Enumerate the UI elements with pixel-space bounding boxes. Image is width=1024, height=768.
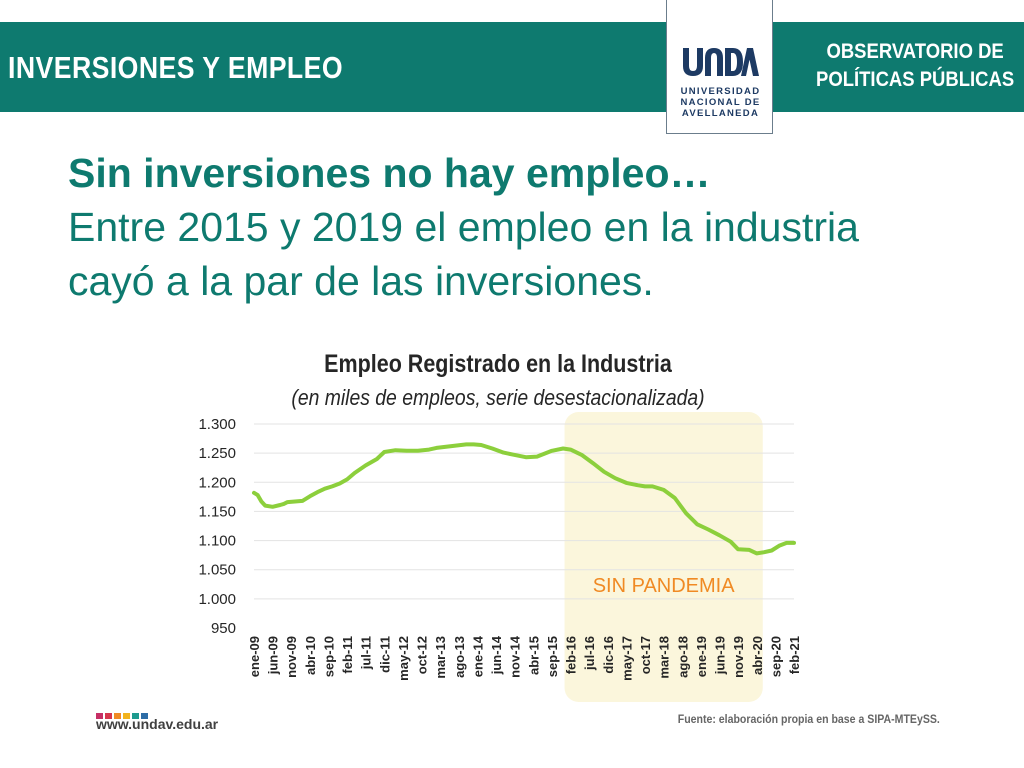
x-tick-label: feb-11 bbox=[340, 636, 355, 674]
x-tick-label: ago-18 bbox=[675, 636, 690, 678]
x-tick-label: oct-17 bbox=[638, 636, 653, 674]
undav-logo: UNIVERSIDAD NACIONAL DE AVELLANEDA bbox=[666, 0, 773, 134]
header-observatory-line2: POLÍTICAS PÚBLICAS bbox=[815, 68, 1014, 91]
x-tick-label: nov-09 bbox=[284, 636, 299, 678]
x-tick-label: sep-10 bbox=[321, 636, 336, 677]
y-tick-label: 1.150 bbox=[198, 503, 236, 520]
x-tick-label: dic-11 bbox=[377, 636, 392, 673]
brand-dot bbox=[132, 713, 139, 719]
x-tick-label: ago-13 bbox=[452, 636, 467, 678]
headline-line-3: cayó a la par de las inversiones. bbox=[68, 258, 654, 304]
x-tick-label: dic-16 bbox=[601, 636, 616, 674]
x-tick-label: may-17 bbox=[619, 636, 634, 681]
header-title: INVERSIONES Y EMPLEO bbox=[8, 50, 344, 85]
y-tick-label: 1.300 bbox=[198, 416, 236, 433]
logo-line-1: UNIVERSIDAD bbox=[680, 86, 761, 97]
x-tick-label: ene-14 bbox=[470, 635, 485, 677]
brand-dot bbox=[123, 713, 130, 719]
sin-pandemia-label: SIN PANDEMIA bbox=[593, 575, 736, 597]
brand-dot bbox=[141, 713, 148, 719]
chart-subtitle: (en miles de empleos, serie desestaciona… bbox=[291, 385, 705, 410]
y-tick-label: 1.250 bbox=[198, 445, 236, 462]
brand-dot bbox=[96, 713, 103, 719]
x-tick-label: jul-16 bbox=[582, 636, 597, 671]
x-tick-label: nov-19 bbox=[731, 636, 746, 678]
x-tick-label: ene-09 bbox=[247, 636, 262, 677]
headline: Sin inversiones no hay empleo… bbox=[68, 150, 711, 196]
chart-title: Empleo Registrado en la Industria bbox=[324, 350, 672, 378]
header-observatory: OBSERVATORIO DE POLÍTICAS PÚBLICAS bbox=[816, 38, 1014, 94]
y-tick-label: 1.000 bbox=[198, 591, 236, 608]
x-tick-label: jun-14 bbox=[489, 635, 504, 675]
brand-dot bbox=[114, 713, 121, 719]
x-tick-label: feb-21 bbox=[787, 636, 802, 674]
x-tick-label: mar-18 bbox=[657, 636, 672, 679]
logo-line-3: AVELLANEDA bbox=[681, 108, 760, 119]
x-tick-label: nov-14 bbox=[508, 635, 523, 678]
y-tick-label: 1.100 bbox=[198, 533, 236, 550]
x-tick-label: abr-15 bbox=[526, 636, 541, 675]
x-tick-label: oct-12 bbox=[415, 636, 430, 674]
website-link[interactable]: www.undav.edu.ar bbox=[96, 716, 219, 732]
undav-logo-text: UNIVERSIDAD NACIONAL DE AVELLANEDA bbox=[667, 86, 774, 119]
x-tick-label: feb-16 bbox=[564, 636, 579, 674]
x-tick-label: sep-20 bbox=[768, 636, 783, 677]
employment-series-line bbox=[252, 442, 796, 556]
x-tick-label: abr-20 bbox=[750, 636, 765, 675]
x-tick-label: sep-15 bbox=[545, 636, 560, 677]
logo-line-2: NACIONAL DE bbox=[680, 97, 761, 108]
x-tick-label: mar-13 bbox=[433, 636, 448, 679]
x-tick-label: jun-09 bbox=[266, 636, 281, 675]
x-tick-label: may-12 bbox=[396, 636, 411, 681]
header-bar: INVERSIONES Y EMPLEO OBSERVATORIO DE POL… bbox=[0, 22, 1024, 112]
brand-color-dots bbox=[96, 706, 150, 724]
y-tick-label: 950 bbox=[211, 620, 236, 637]
header-observatory-line1: OBSERVATORIO DE bbox=[826, 40, 1004, 63]
headline-line-2: Entre 2015 y 2019 el empleo en la indust… bbox=[68, 204, 859, 250]
y-tick-label: 1.200 bbox=[198, 474, 236, 491]
undav-logo-mark bbox=[683, 48, 759, 76]
x-tick-label: jul-11 bbox=[359, 636, 374, 670]
source-note: Fuente: elaboración propia en base a SIP… bbox=[677, 712, 940, 726]
y-tick-label: 1.050 bbox=[198, 562, 236, 579]
x-tick-label: ene-19 bbox=[694, 636, 709, 677]
brand-dot bbox=[105, 713, 112, 719]
sin-pandemia-band bbox=[564, 412, 763, 702]
x-tick-label: jun-19 bbox=[713, 636, 728, 675]
x-tick-label: abr-10 bbox=[303, 636, 318, 675]
